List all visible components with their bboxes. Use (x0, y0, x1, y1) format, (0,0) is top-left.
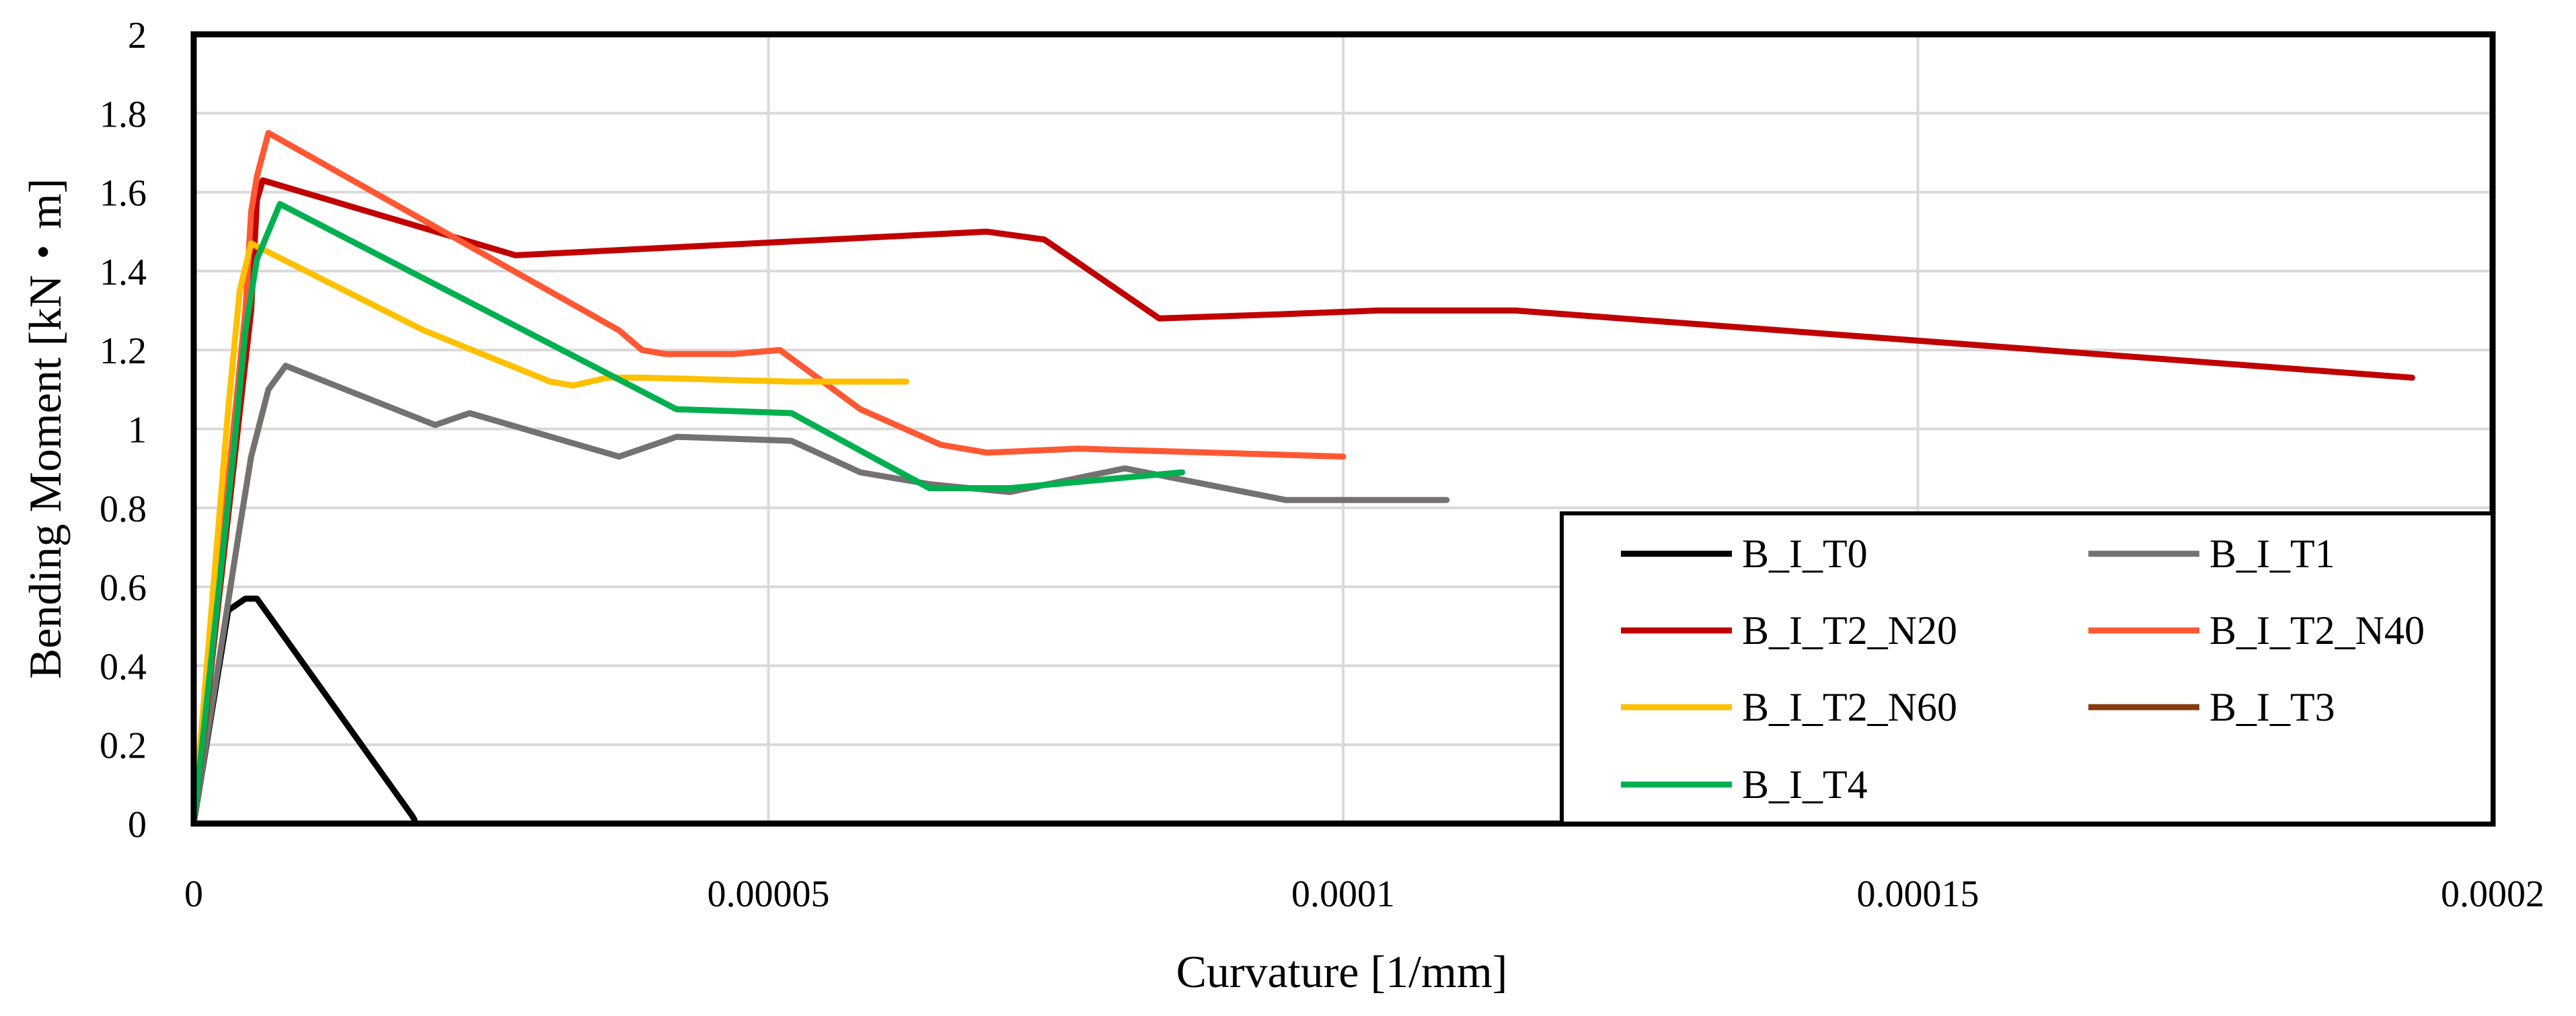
y-tick-label: 2 (128, 15, 147, 57)
x-tick-label: 0.00005 (708, 873, 830, 915)
x-tick-label: 0.00015 (1857, 873, 1979, 915)
legend-items: B_I_T0 B_I_T1 B_I_T2_N20 B_I_T2_N40 B_I_T2_N… (1621, 532, 2425, 807)
y-tick-label: 0.2 (100, 725, 147, 767)
series-lines (190, 130, 2415, 827)
x-tick-label: 0.0001 (1291, 873, 1395, 915)
y-tick-label: 1.6 (100, 173, 147, 215)
y-tick-label: 1.8 (100, 94, 147, 135)
x-tick-label: 0.0002 (2441, 873, 2544, 915)
y-tick-label: 0 (128, 804, 147, 846)
legend-label-b-i-t2-n60: B_I_T2_N60 (1742, 685, 1957, 729)
legend-box (1560, 511, 2495, 826)
series-line-b-i-t2-n60 (190, 240, 910, 827)
y-tick-label: 1 (128, 410, 147, 451)
y-tick-label: 1.2 (100, 330, 147, 372)
series-line-b-i-t4 (190, 201, 1186, 827)
series-line-b-i-t2-n40 (190, 130, 1347, 827)
y-axis-title: Bending Moment [kN・m] (20, 178, 71, 679)
legend-label-b-i-t3: B_I_T3 (2209, 685, 2335, 729)
legend: B_I_T0 B_I_T1 B_I_T2_N20 B_I_T2_N40 B_I_T2_N… (1560, 511, 2495, 826)
x-axis-ticks: 0 0.00005 0.0001 0.00015 0.0002 (184, 873, 2544, 915)
legend-label-b-i-t0: B_I_T0 (1742, 532, 1868, 576)
plot-area-frame (190, 31, 2496, 827)
gridlines (194, 34, 2493, 824)
legend-label-b-i-t2-n40: B_I_T2_N40 (2209, 608, 2425, 653)
x-tick-label: 0 (184, 873, 203, 915)
legend-label-b-i-t1: B_I_T1 (2209, 532, 2335, 576)
y-tick-label: 0.6 (100, 567, 147, 609)
y-tick-label: 0.8 (100, 488, 147, 530)
legend-label-b-i-t2-n20: B_I_T2_N20 (1742, 608, 1957, 653)
y-axis-ticks: 0 0.2 0.4 0.6 0.8 1 1.2 1.4 1.6 1.8 2 (100, 15, 147, 846)
series-line-b-i-t2-n20 (190, 177, 2415, 827)
legend-label-b-i-t4: B_I_T4 (1742, 762, 1868, 807)
x-axis-title: Curvature [1/mm] (1176, 946, 1508, 997)
y-tick-label: 0.4 (100, 646, 147, 688)
y-tick-label: 1.4 (100, 252, 147, 293)
